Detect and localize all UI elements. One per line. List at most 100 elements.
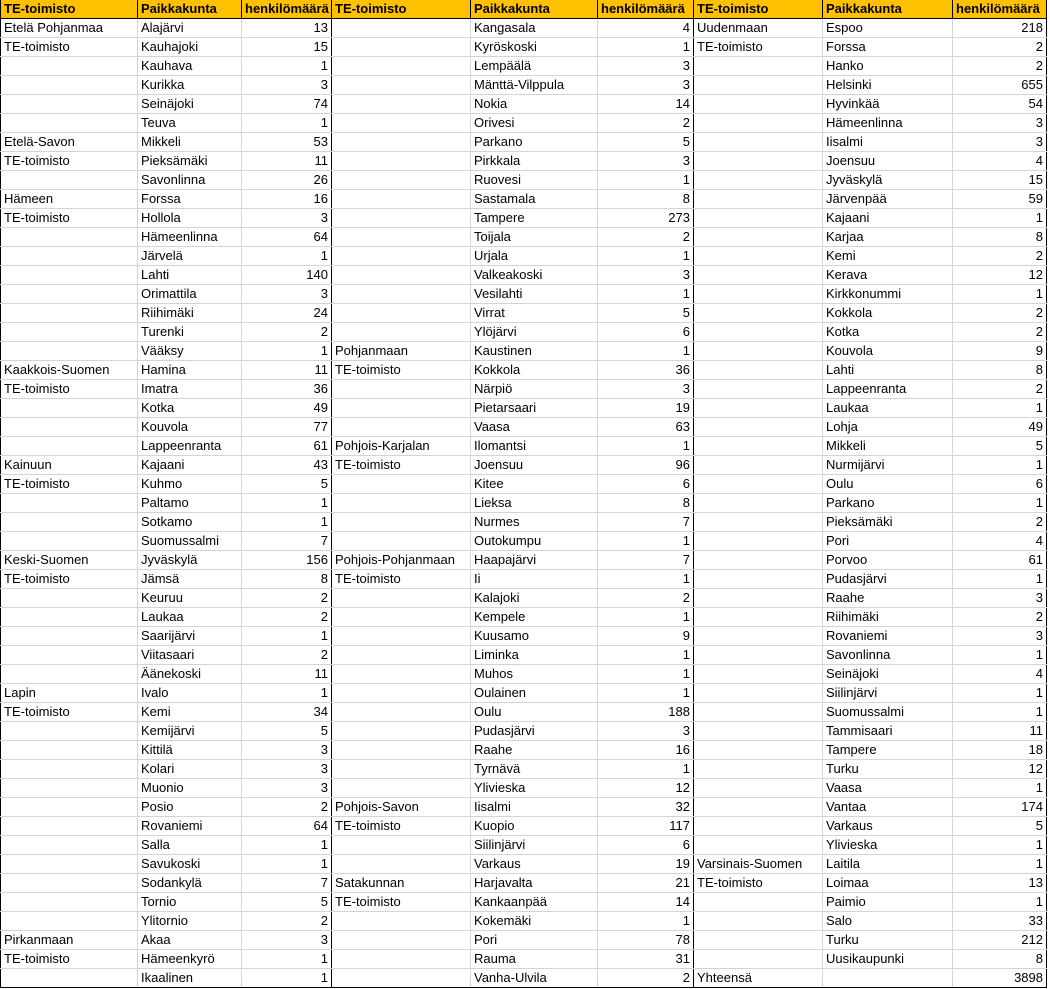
city-cell[interactable]: Saarijärvi — [137, 626, 242, 646]
city-cell[interactable]: Hämeenlinna — [822, 113, 953, 133]
city-cell[interactable]: Lappeenranta — [137, 436, 242, 456]
office-cell[interactable] — [0, 664, 138, 684]
city-cell[interactable]: Kouvola — [822, 341, 953, 361]
city-cell[interactable]: Kauhajoki — [137, 37, 242, 57]
city-cell[interactable]: Loimaa — [822, 873, 953, 893]
city-cell[interactable]: Kuusamo — [470, 626, 598, 646]
city-cell[interactable]: Hanko — [822, 56, 953, 76]
office-cell[interactable] — [0, 854, 138, 874]
count-cell[interactable]: 1 — [952, 569, 1047, 589]
city-cell[interactable]: Mikkeli — [137, 132, 242, 152]
city-cell[interactable]: Kitee — [470, 474, 598, 494]
city-cell[interactable]: Pudasjärvi — [470, 721, 598, 741]
office-cell[interactable] — [693, 949, 823, 969]
count-cell[interactable]: 3 — [952, 132, 1047, 152]
city-cell[interactable]: Kauhava — [137, 56, 242, 76]
office-cell[interactable] — [693, 892, 823, 912]
city-cell[interactable]: Vanha-Ulvila — [470, 968, 598, 988]
office-cell[interactable] — [331, 151, 471, 171]
office-cell[interactable] — [0, 493, 138, 513]
office-cell[interactable] — [331, 208, 471, 228]
count-cell[interactable]: 1 — [597, 246, 694, 266]
office-cell[interactable]: TE-toimisto — [0, 949, 138, 969]
city-cell[interactable]: Ivalo — [137, 683, 242, 703]
count-cell[interactable]: 14 — [597, 892, 694, 912]
city-cell[interactable]: Keuruu — [137, 588, 242, 608]
count-cell[interactable]: 3 — [241, 75, 332, 95]
city-cell[interactable]: Lahti — [822, 360, 953, 380]
city-cell[interactable]: Toijala — [470, 227, 598, 247]
city-cell[interactable]: Närpiö — [470, 379, 598, 399]
city-cell[interactable]: Kuhmo — [137, 474, 242, 494]
city-cell[interactable]: Espoo — [822, 18, 953, 38]
count-cell[interactable]: 8 — [241, 569, 332, 589]
count-cell[interactable]: 140 — [241, 265, 332, 285]
count-cell[interactable]: 1 — [241, 113, 332, 133]
count-cell[interactable]: 3 — [597, 379, 694, 399]
office-cell[interactable] — [331, 246, 471, 266]
city-cell[interactable]: Turku — [822, 930, 953, 950]
count-cell[interactable]: 2 — [952, 322, 1047, 342]
city-cell[interactable]: Järvenpää — [822, 189, 953, 209]
office-cell[interactable] — [331, 379, 471, 399]
count-cell[interactable]: 11 — [241, 151, 332, 171]
city-cell[interactable]: Tammisaari — [822, 721, 953, 741]
office-cell[interactable] — [693, 607, 823, 627]
city-cell[interactable]: Harjavalta — [470, 873, 598, 893]
city-cell[interactable]: Alajärvi — [137, 18, 242, 38]
office-cell[interactable] — [0, 797, 138, 817]
office-cell[interactable] — [693, 322, 823, 342]
office-cell[interactable] — [331, 968, 471, 988]
office-cell[interactable] — [0, 94, 138, 114]
header-office[interactable]: TE-toimisto — [693, 0, 823, 19]
city-cell[interactable]: Savukoski — [137, 854, 242, 874]
city-cell[interactable]: Uusikaupunki — [822, 949, 953, 969]
count-cell[interactable]: 1 — [597, 37, 694, 57]
office-cell[interactable] — [693, 208, 823, 228]
count-cell[interactable]: 5 — [241, 474, 332, 494]
count-cell[interactable]: 2 — [241, 322, 332, 342]
city-cell[interactable]: Rauma — [470, 949, 598, 969]
office-cell[interactable] — [693, 721, 823, 741]
office-cell[interactable] — [693, 474, 823, 494]
header-office[interactable]: TE-toimisto — [0, 0, 138, 19]
city-cell[interactable]: Hyvinkää — [822, 94, 953, 114]
count-cell[interactable]: 64 — [241, 227, 332, 247]
count-cell[interactable]: 2 — [241, 797, 332, 817]
city-cell[interactable]: Laukaa — [822, 398, 953, 418]
city-cell[interactable]: Hämeenlinna — [137, 227, 242, 247]
city-cell[interactable]: Raahe — [822, 588, 953, 608]
city-cell[interactable]: Oulu — [822, 474, 953, 494]
count-cell[interactable]: 1 — [952, 683, 1047, 703]
city-cell[interactable]: Lohja — [822, 417, 953, 437]
count-cell[interactable]: 7 — [241, 873, 332, 893]
city-cell[interactable]: Suomussalmi — [822, 702, 953, 722]
count-cell[interactable]: 1 — [597, 911, 694, 931]
office-cell[interactable] — [0, 911, 138, 931]
office-cell[interactable] — [693, 493, 823, 513]
office-cell[interactable] — [0, 303, 138, 323]
office-cell[interactable] — [331, 911, 471, 931]
city-cell[interactable]: Lempäälä — [470, 56, 598, 76]
city-cell[interactable]: Forssa — [822, 37, 953, 57]
count-cell[interactable]: 2 — [952, 246, 1047, 266]
count-cell[interactable]: 3 — [597, 75, 694, 95]
count-cell[interactable]: 273 — [597, 208, 694, 228]
city-cell[interactable]: Rovaniemi — [822, 626, 953, 646]
city-cell[interactable]: Turenki — [137, 322, 242, 342]
count-cell[interactable]: 4 — [952, 531, 1047, 551]
office-cell[interactable] — [693, 265, 823, 285]
count-cell[interactable]: 36 — [597, 360, 694, 380]
city-cell[interactable]: Salo — [822, 911, 953, 931]
city-cell[interactable]: Nurmes — [470, 512, 598, 532]
city-cell[interactable]: Siilinjärvi — [822, 683, 953, 703]
count-cell[interactable]: 3 — [597, 151, 694, 171]
office-cell[interactable]: Keski-Suomen — [0, 550, 138, 570]
count-cell[interactable]: 1 — [241, 854, 332, 874]
city-cell[interactable]: Ylitornio — [137, 911, 242, 931]
count-cell[interactable]: 1 — [952, 398, 1047, 418]
office-cell[interactable] — [693, 284, 823, 304]
office-cell[interactable] — [693, 835, 823, 855]
count-cell[interactable]: 96 — [597, 455, 694, 475]
count-cell[interactable]: 4 — [952, 664, 1047, 684]
